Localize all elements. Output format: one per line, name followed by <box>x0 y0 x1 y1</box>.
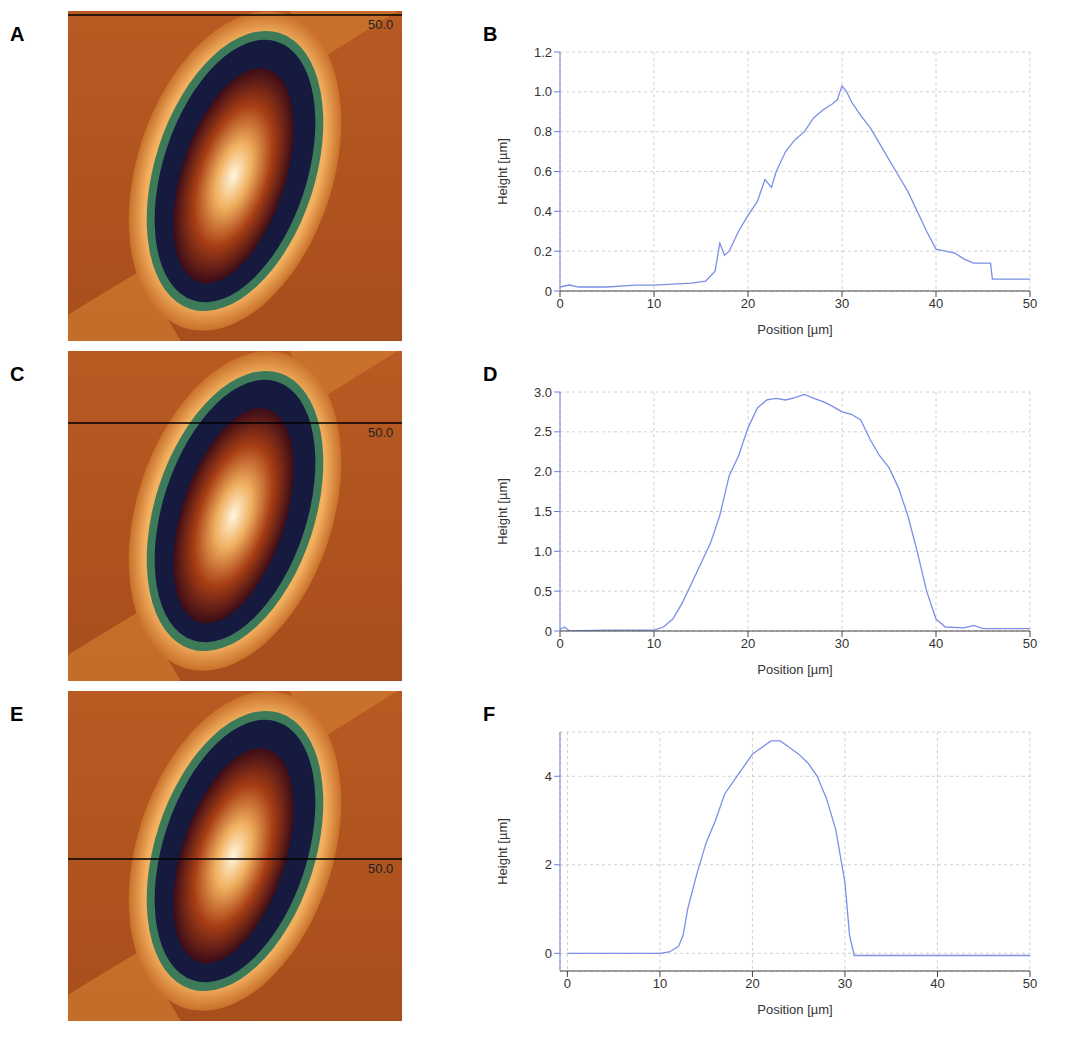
svg-text:20: 20 <box>741 636 755 651</box>
svg-text:10: 10 <box>647 296 661 311</box>
svg-text:20: 20 <box>741 296 755 311</box>
svg-text:10: 10 <box>653 976 667 991</box>
svg-text:Position [µm]: Position [µm] <box>757 662 832 677</box>
svg-text:0.6: 0.6 <box>534 164 552 179</box>
svg-text:0: 0 <box>556 636 563 651</box>
svg-text:Height [µm]: Height [µm] <box>495 818 510 885</box>
svg-text:0.8: 0.8 <box>534 124 552 139</box>
svg-text:0: 0 <box>545 624 552 639</box>
html-text:B: B <box>483 23 498 45</box>
svg-text:0: 0 <box>564 976 571 991</box>
svg-text:0: 0 <box>556 296 563 311</box>
svg-text:30: 30 <box>835 296 849 311</box>
svg-text:50: 50 <box>1023 636 1037 651</box>
html-text:E: E <box>10 703 24 725</box>
svg-text:0.4: 0.4 <box>534 204 552 219</box>
svg-text:Height [µm]: Height [µm] <box>495 478 510 545</box>
svg-text:0.2: 0.2 <box>534 244 552 259</box>
svg-text:10: 10 <box>647 636 661 651</box>
svg-text:0: 0 <box>545 284 552 299</box>
svg-text:50.0: 50.0 <box>368 425 393 440</box>
svg-text:50: 50 <box>1023 976 1037 991</box>
svg-text:1.5: 1.5 <box>534 504 552 519</box>
svg-text:40: 40 <box>930 976 944 991</box>
svg-text:2.0: 2.0 <box>534 464 552 479</box>
svg-text:2: 2 <box>545 857 552 872</box>
html-text:C: C <box>10 363 25 385</box>
svg-text:0: 0 <box>545 946 552 961</box>
html-text:A: A <box>10 23 25 45</box>
svg-text:40: 40 <box>929 636 943 651</box>
svg-text:50.0: 50.0 <box>368 861 393 876</box>
svg-text:4: 4 <box>545 769 552 784</box>
svg-text:2.5: 2.5 <box>534 424 552 439</box>
svg-text:50: 50 <box>1023 296 1037 311</box>
svg-text:1.0: 1.0 <box>534 544 552 559</box>
html-text:D: D <box>483 363 498 385</box>
svg-text:1.0: 1.0 <box>534 84 552 99</box>
svg-text:1.2: 1.2 <box>534 45 552 60</box>
svg-text:50.0: 50.0 <box>368 17 393 32</box>
svg-text:0.5: 0.5 <box>534 584 552 599</box>
svg-text:Position [µm]: Position [µm] <box>757 1002 832 1017</box>
svg-text:30: 30 <box>835 636 849 651</box>
svg-text:3.0: 3.0 <box>534 385 552 400</box>
svg-text:40: 40 <box>929 296 943 311</box>
html-text:F: F <box>483 703 496 725</box>
svg-text:Height [µm]: Height [µm] <box>495 138 510 205</box>
svg-text:30: 30 <box>838 976 852 991</box>
svg-text:Position [µm]: Position [µm] <box>757 322 832 337</box>
svg-text:20: 20 <box>745 976 759 991</box>
